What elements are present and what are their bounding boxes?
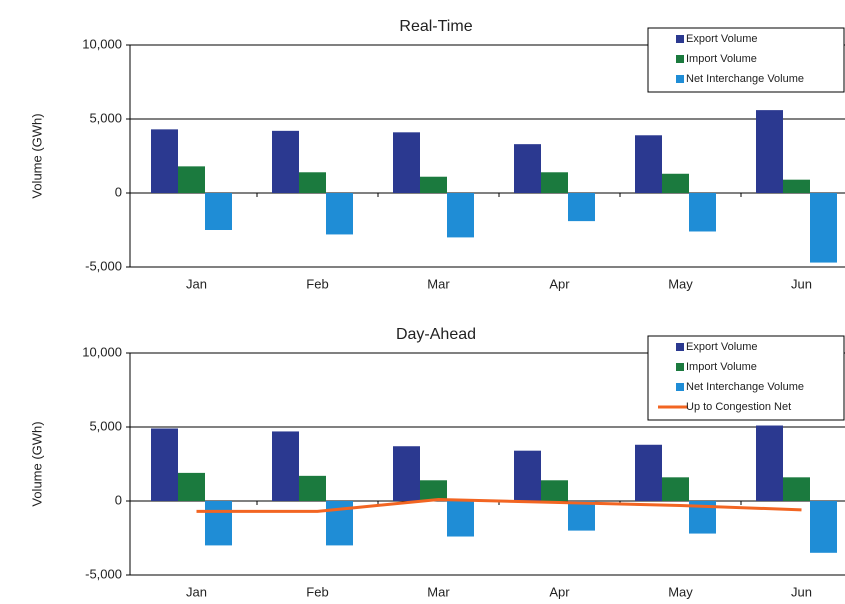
y-tick-label: -5,000	[85, 566, 122, 581]
x-tick-label: May	[668, 276, 693, 291]
bar	[447, 193, 474, 238]
bar	[689, 193, 716, 232]
bar	[514, 144, 541, 193]
legend-label: Import Volume	[686, 361, 757, 373]
y-tick-label: 10,000	[82, 344, 122, 359]
legend-swatch	[676, 343, 684, 351]
y-tick-label: 10,000	[82, 36, 122, 51]
legend-label: Export Volume	[686, 33, 758, 45]
legend-label: Up to Congestion Net	[686, 401, 791, 413]
bar	[299, 172, 326, 193]
bar	[568, 193, 595, 222]
y-tick-label: 5,000	[89, 110, 122, 125]
bar	[662, 173, 689, 193]
x-tick-label: Mar	[427, 276, 450, 291]
bar	[568, 501, 595, 531]
y-tick-label: 5,000	[89, 418, 122, 433]
bar	[299, 475, 326, 501]
x-tick-label: Jun	[791, 584, 812, 599]
bar	[326, 193, 353, 235]
bar	[178, 166, 205, 193]
y-tick-label: 0	[115, 492, 122, 507]
line	[196, 498, 802, 513]
bar	[447, 501, 474, 537]
bar	[810, 501, 837, 553]
legend-swatch	[676, 75, 684, 83]
legend-swatch	[676, 383, 684, 391]
legend-swatch	[676, 55, 684, 63]
y-axis-label: Volume (GWh)	[29, 421, 44, 506]
bar	[272, 431, 299, 501]
x-tick-label: Jan	[186, 584, 207, 599]
bar	[756, 110, 783, 193]
bar	[151, 129, 178, 193]
legend-label: Import Volume	[686, 53, 757, 65]
legend-swatch	[676, 35, 684, 43]
bar	[635, 444, 662, 501]
y-tick-label: 0	[115, 184, 122, 199]
bar	[662, 477, 689, 501]
legend-label: Export Volume	[686, 341, 758, 353]
bar	[810, 193, 837, 263]
chart-title: Real-Time	[399, 18, 472, 35]
bar	[272, 130, 299, 193]
bar	[635, 135, 662, 193]
bar	[178, 472, 205, 501]
bar	[756, 425, 783, 501]
x-tick-label: May	[668, 584, 693, 599]
x-tick-label: Apr	[549, 584, 570, 599]
bar	[420, 176, 447, 193]
chart-title: Day-Ahead	[396, 326, 476, 343]
legend-swatch	[676, 363, 684, 371]
bar	[151, 428, 178, 501]
bar	[205, 501, 232, 546]
x-tick-label: Jan	[186, 276, 207, 291]
bar	[205, 193, 232, 230]
bar	[783, 477, 810, 501]
y-tick-label: -5,000	[85, 258, 122, 273]
bar	[393, 446, 420, 501]
x-tick-label: Jun	[791, 276, 812, 291]
x-tick-label: Apr	[549, 276, 570, 291]
x-tick-label: Feb	[306, 276, 328, 291]
bar	[783, 179, 810, 193]
x-tick-label: Feb	[306, 584, 328, 599]
bar	[541, 480, 568, 501]
bar	[514, 450, 541, 501]
legend-label: Net Interchange Volume	[686, 381, 804, 393]
legend-label: Net Interchange Volume	[686, 73, 804, 85]
bar	[541, 172, 568, 193]
bar	[393, 132, 420, 193]
bar	[420, 480, 447, 501]
x-tick-label: Mar	[427, 584, 450, 599]
y-axis-label: Volume (GWh)	[29, 113, 44, 198]
